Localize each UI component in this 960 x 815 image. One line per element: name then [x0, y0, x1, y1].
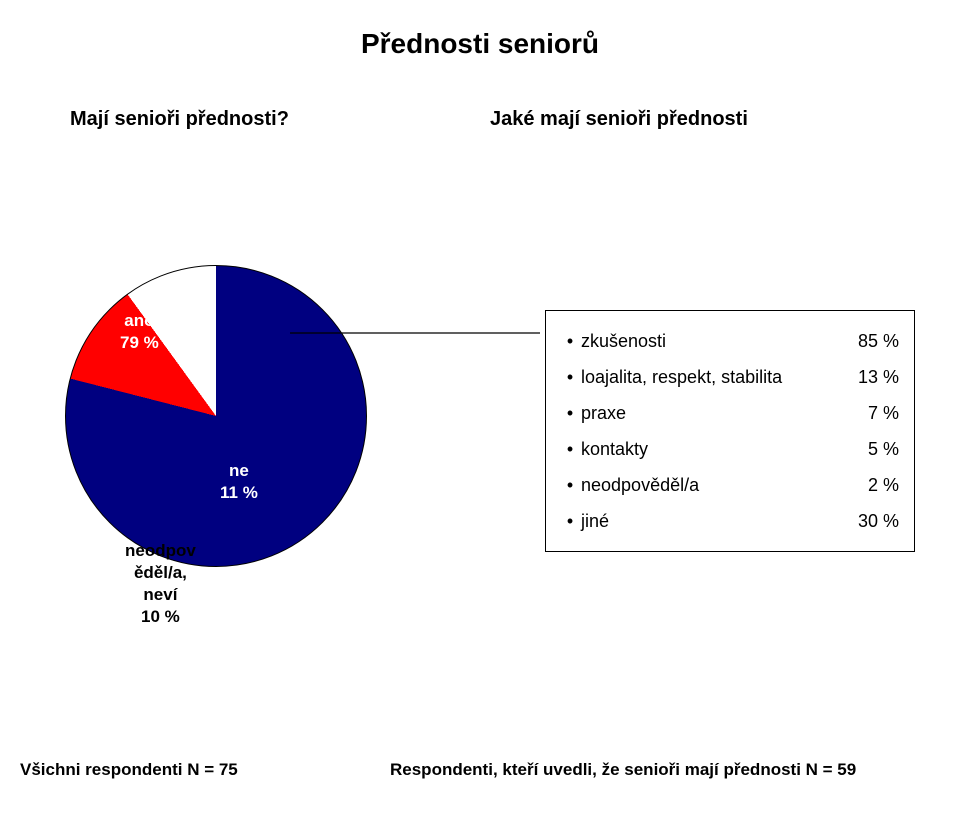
pie-chart	[65, 265, 365, 565]
pie-label-ne: ne 11 %	[220, 460, 258, 504]
list-item-value: 7 %	[844, 395, 900, 431]
list-item-label: praxe	[580, 395, 844, 431]
pie-label-neodpov-line1: neodpov	[125, 541, 196, 560]
bullet-icon: •	[560, 395, 580, 431]
list-item: •kontakty5 %	[560, 431, 900, 467]
list-item-value: 2 %	[844, 467, 900, 503]
list-item: •praxe7 %	[560, 395, 900, 431]
list-item-value: 13 %	[844, 359, 900, 395]
advantages-list: •zkušenosti85 %•loajalita, respekt, stab…	[545, 310, 915, 552]
list-item-label: neodpověděl/a	[580, 467, 844, 503]
list-item-value: 5 %	[844, 431, 900, 467]
list-item: •neodpověděl/a2 %	[560, 467, 900, 503]
pie-label-ano-line1: ano	[124, 311, 154, 330]
subtitle-left: Mají senioři přednosti?	[70, 108, 289, 131]
pie-disc	[65, 265, 367, 567]
bullet-icon: •	[560, 503, 580, 539]
bullet-icon: •	[560, 323, 580, 359]
list-item-value: 85 %	[844, 323, 900, 359]
list-item: •jiné30 %	[560, 503, 900, 539]
list-item-label: kontakty	[580, 431, 844, 467]
bullet-icon: •	[560, 467, 580, 503]
bullet-icon: •	[560, 359, 580, 395]
page-title: Přednosti seniorů	[0, 28, 960, 60]
pie-label-neodpov-line3: neví	[143, 585, 177, 604]
footer-right: Respondenti, kteří uvedli, že senioři ma…	[390, 760, 856, 780]
list-item: •zkušenosti85 %	[560, 323, 900, 359]
pie-label-neodpov-line4: 10 %	[141, 607, 180, 626]
pie-label-ne-line1: ne	[229, 461, 249, 480]
list-item-value: 30 %	[844, 503, 900, 539]
advantages-table: •zkušenosti85 %•loajalita, respekt, stab…	[560, 323, 900, 539]
footer-left: Všichni respondenti N = 75	[20, 760, 238, 780]
pie-label-ano-line2: 79 %	[120, 333, 159, 352]
bullet-icon: •	[560, 431, 580, 467]
pie-label-ne-line2: 11 %	[220, 483, 258, 502]
list-item: •loajalita, respekt, stabilita13 %	[560, 359, 900, 395]
list-item-label: jiné	[580, 503, 844, 539]
pie-label-neodpov-line2: ěděl/a,	[134, 563, 187, 582]
pie-label-ano: ano 79 %	[120, 310, 159, 354]
list-item-label: zkušenosti	[580, 323, 844, 359]
subtitle-right: Jaké mají senioři přednosti	[490, 108, 748, 131]
pie-label-neodpov: neodpov ěděl/a, neví 10 %	[125, 540, 196, 628]
list-item-label: loajalita, respekt, stabilita	[580, 359, 844, 395]
